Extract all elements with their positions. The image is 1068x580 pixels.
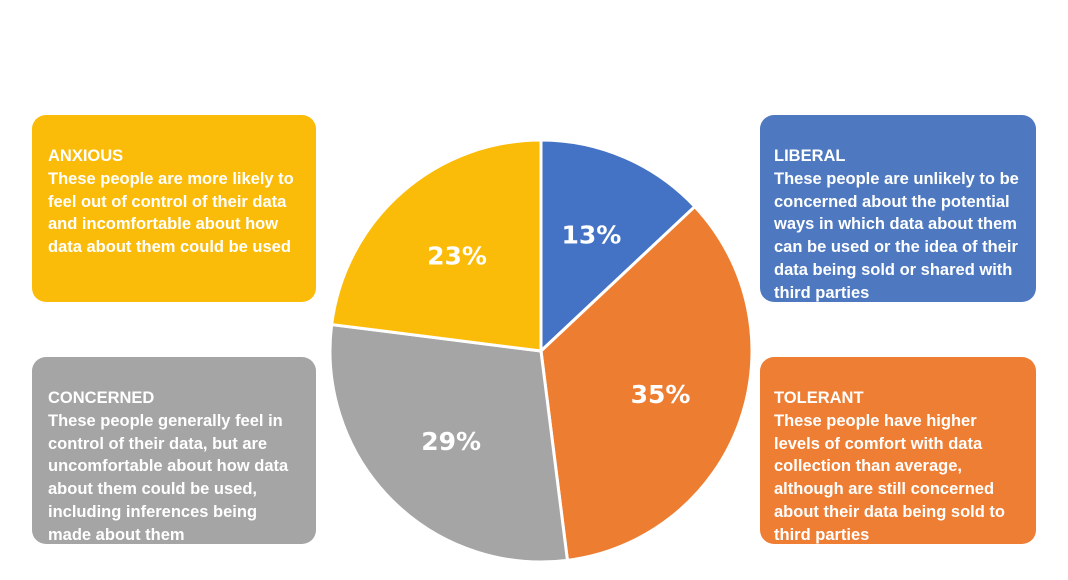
tolerant-panel: TOLERANT These people have higher levels… [760,357,1036,544]
liberal-panel: LIBERAL These people are unlikely to be … [760,115,1036,302]
tolerant-description: These people have higher levels of comfo… [774,411,1005,544]
anxious-title: ANXIOUS [48,147,124,165]
slice-label-liberal: 13% [562,220,622,249]
pie-slice-liberal [539,138,697,355]
slice-label-concerned: 29% [421,427,481,456]
anxious-description: These people are more likely to feel out… [48,169,294,257]
concerned-description: These people generally feel in control o… [48,411,289,544]
concerned-title: CONCERNED [48,389,155,407]
slice-label-anxious: 23% [427,242,487,271]
liberal-description: These people are unlikely to be concerne… [774,169,1019,302]
pie-slice-tolerant [539,204,754,563]
slice-label-tolerant: 35% [631,380,691,409]
pie-slice-concerned [328,322,570,564]
tolerant-title: TOLERANT [774,389,864,407]
concerned-panel: CONCERNED These people generally feel in… [32,357,316,544]
anxious-panel: ANXIOUS These people are more likely to … [32,115,316,302]
liberal-title: LIBERAL [774,147,846,165]
pie-slice-anxious [329,138,543,353]
